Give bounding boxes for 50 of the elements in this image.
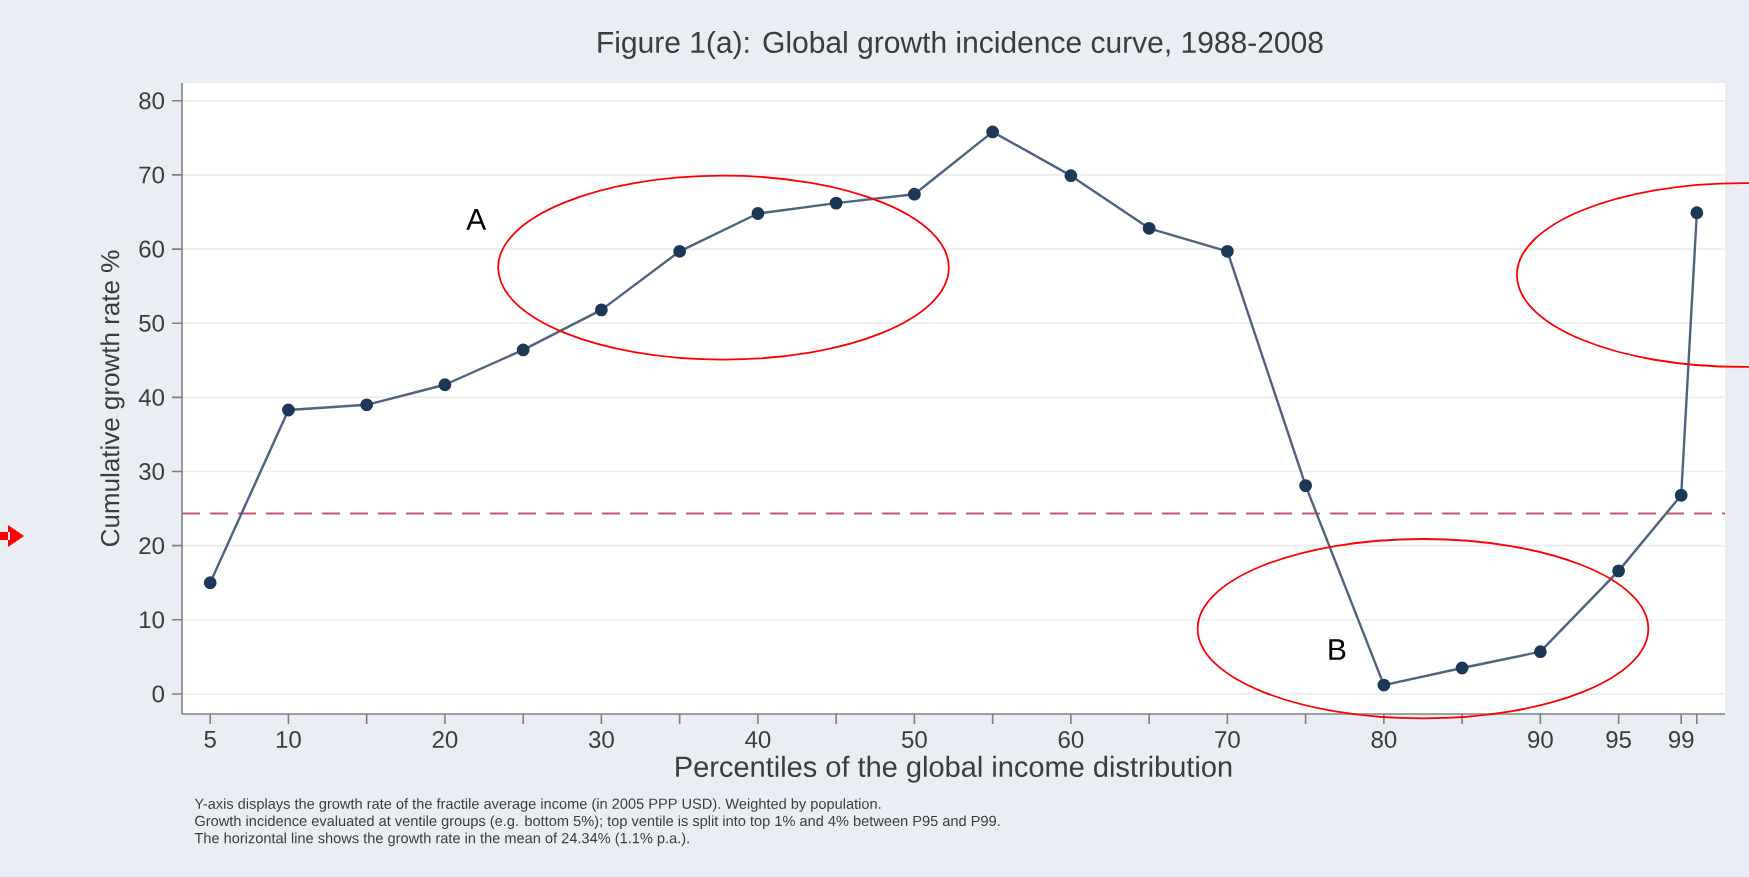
- point: [986, 125, 1000, 139]
- y-tick-label: 60: [139, 240, 165, 258]
- annotation: B: [1329, 639, 1346, 660]
- x-tick-label: 70: [1215, 731, 1240, 749]
- point: [751, 207, 765, 220]
- point: [282, 403, 295, 417]
- y-axis-title: Cumulative growth rate %: [100, 250, 125, 547]
- y-tick-label: 30: [139, 463, 165, 480]
- point: [1064, 169, 1078, 183]
- x-tick-label: 50: [902, 731, 927, 749]
- point: [1533, 645, 1547, 659]
- x-axis-title: Percentiles of the global income distribution: [676, 755, 1232, 783]
- y-tick-label: 40: [138, 388, 165, 406]
- point: [203, 576, 217, 590]
- point: [829, 196, 843, 210]
- y-tick-label: 50: [139, 314, 165, 332]
- point: [516, 343, 530, 357]
- point: [360, 398, 374, 412]
- y-tick-label: 80: [139, 92, 165, 110]
- point: [907, 187, 921, 201]
- point: [438, 378, 452, 392]
- x-tick-label: 95: [1606, 731, 1631, 749]
- annotation: A: [466, 209, 487, 230]
- point: [1299, 479, 1313, 493]
- point: [1612, 564, 1625, 578]
- x-tick-label: 60: [1058, 731, 1084, 749]
- x-tick-label: 99: [1668, 731, 1694, 749]
- x-tick-label: 80: [1371, 731, 1397, 749]
- point: [1220, 244, 1234, 258]
- x-tick-label: 10: [276, 731, 301, 749]
- text: The horizontal line shows the growth rate in the mean of 24.34% (1.1% p.a.).: [194, 832, 689, 847]
- point: [1455, 661, 1469, 675]
- y-tick-label: 20: [139, 537, 165, 555]
- point: [595, 303, 608, 317]
- point: [1674, 488, 1688, 502]
- y-tick-label: 10: [140, 611, 165, 629]
- y-tick-label: 70: [139, 166, 165, 184]
- point: [1690, 206, 1704, 220]
- text: Growth incidence evaluated at ventile groups (e.g. bottom 5%); top ventile is split into top 1% and 4% between P95 and P99.: [195, 815, 1000, 829]
- x-tick-label: 40: [745, 731, 771, 749]
- text: Y-axis displays the growth rate of the fractile average income (in 2005 PPP USD). Weighted by population.: [194, 798, 881, 812]
- y-tick-label: 0: [152, 685, 165, 703]
- point: [673, 244, 687, 258]
- x-tick-label: 20: [432, 731, 458, 749]
- chart-title: Figure 1(a): Global growth incidence curve, 1988-2008: [598, 31, 1323, 59]
- x-tick-label: 90: [1528, 731, 1553, 749]
- x-tick-label: 30: [588, 731, 614, 749]
- point: [1142, 221, 1156, 235]
- point: [1377, 678, 1391, 692]
- x-tick-label: 5: [204, 731, 216, 748]
